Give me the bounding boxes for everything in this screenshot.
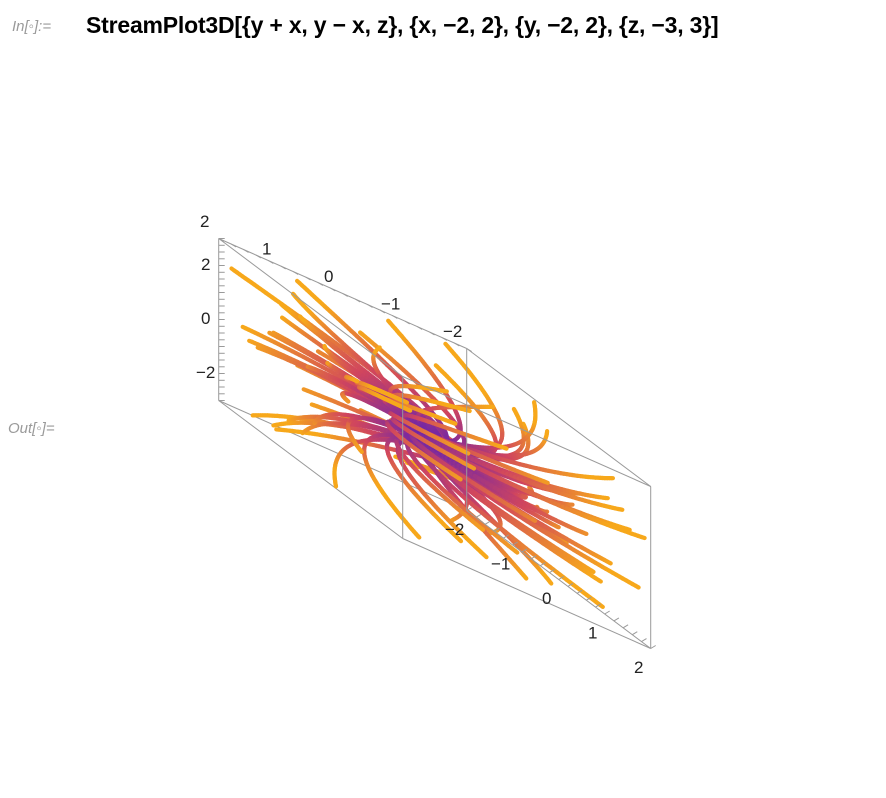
x-tick-label: 0: [542, 589, 551, 608]
y-tick-mark: [429, 331, 435, 336]
stream-segment: [530, 517, 538, 524]
x-tick-mark: [475, 513, 482, 518]
box-edge: [402, 376, 651, 487]
y-tick-mark: [268, 260, 274, 264]
y-tick-mark: [330, 287, 336, 292]
stream-segment: [416, 534, 422, 540]
input-code[interactable]: StreamPlot3D[{y + x, y − x, z}, {x, −2, …: [86, 12, 719, 38]
x-tick-mark: [595, 603, 601, 608]
stream-segment: [523, 575, 529, 581]
z-tick-label: −2: [196, 363, 215, 382]
stream-segment: [358, 448, 364, 454]
stream-segment: [541, 479, 550, 485]
y-tick-label: −1: [381, 294, 400, 313]
axis-ticks: −2 −1 0 1 2 −2 −1 0 1 2 2 0 −2: [196, 212, 656, 677]
x-tick-label: 2: [634, 658, 643, 677]
x-tick-mark: [622, 624, 629, 629]
y-tick-mark: [230, 243, 237, 248]
y-tick-mark: [317, 282, 324, 286]
stream-segment: [607, 560, 613, 566]
y-tick-mark: [367, 304, 373, 308]
x-tick-mark: [650, 645, 656, 649]
x-tick-label: −1: [491, 554, 510, 573]
x-tick-mark: [604, 610, 610, 615]
y-tick-label: 0: [324, 267, 333, 286]
stream-segment: [353, 378, 360, 384]
x-tick-mark: [530, 555, 537, 560]
box-edge: [466, 348, 652, 487]
x-tick-label: −2: [445, 520, 464, 539]
x-tick-label: 1: [588, 623, 597, 642]
stream-segment: [451, 421, 458, 426]
stream-segment: [513, 549, 520, 555]
stream-segment: [457, 537, 464, 544]
stream-segment: [502, 445, 509, 451]
stream-segment: [468, 464, 477, 471]
y-tick-mark: [243, 249, 249, 253]
y-tick-label: −2: [443, 322, 462, 341]
stream-segment: [597, 602, 605, 610]
y-tick-mark: [441, 337, 448, 341]
x-tick-mark: [466, 507, 472, 511]
stream-segment: [547, 579, 554, 586]
z-tick-label: 0: [201, 309, 210, 328]
stream-segment: [633, 583, 641, 590]
stream-segment: [596, 578, 603, 584]
box-edge: [402, 538, 651, 649]
y-tick-mark: [392, 315, 398, 319]
x-tick-mark: [632, 631, 638, 636]
input-cell-label: In[◦]:=: [12, 18, 52, 35]
box-edge: [218, 400, 404, 539]
x-tick-mark: [549, 569, 555, 574]
y-tick-mark: [292, 271, 299, 275]
y-tick-mark: [255, 254, 262, 259]
stream-segment: [624, 526, 632, 533]
x-tick-mark: [613, 617, 620, 622]
stream-segment: [481, 552, 489, 560]
y-tick-mark: [342, 293, 348, 297]
x-tick-mark: [484, 520, 491, 525]
stream-segment: [639, 534, 647, 541]
x-tick-mark: [540, 562, 546, 567]
y-tick-label: 1: [262, 239, 271, 258]
x-tick-mark: [576, 589, 583, 594]
stream-segment: [465, 408, 472, 414]
stream-segment: [406, 408, 413, 413]
stream-lines: [229, 266, 647, 610]
x-tick-mark: [586, 596, 592, 601]
y-tick-label: 2: [200, 212, 209, 231]
x-tick-mark: [512, 541, 518, 546]
stream-segment: [456, 476, 463, 482]
stream-segment: [589, 568, 596, 575]
y-tick-mark: [404, 320, 410, 325]
x-tick-mark: [558, 576, 564, 580]
stream-segment: [403, 399, 410, 405]
z-tick-label: 2: [201, 255, 210, 274]
x-tick-mark: [521, 548, 528, 553]
y-tick-mark: [379, 309, 386, 314]
y-tick-mark: [354, 298, 361, 303]
x-tick-mark: [503, 534, 509, 539]
y-tick-mark: [416, 326, 423, 330]
box-edge: [218, 238, 404, 377]
y-tick-mark: [280, 265, 286, 270]
stream-segment: [477, 524, 486, 532]
x-tick-mark: [567, 582, 574, 587]
y-tick-mark: [466, 348, 472, 352]
x-tick-mark: [641, 638, 647, 643]
x-tick-mark: [494, 527, 500, 532]
y-tick-mark: [454, 342, 460, 347]
output-cell-label: Out[◦]=: [8, 420, 55, 437]
y-tick-mark: [305, 276, 311, 281]
